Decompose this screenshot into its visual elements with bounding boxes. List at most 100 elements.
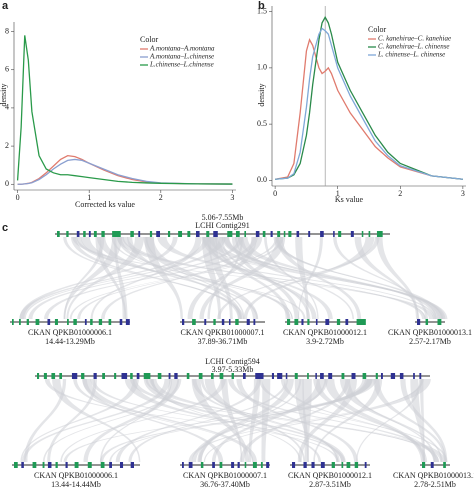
synteny-link [157, 237, 436, 319]
gene [237, 462, 240, 468]
gene [149, 231, 153, 237]
gene [51, 373, 56, 379]
gene [219, 373, 224, 379]
synteny-link [231, 237, 300, 319]
gene [182, 462, 184, 468]
gene [361, 231, 364, 237]
synteny-link [221, 379, 243, 462]
y-tick-label: 4 [5, 103, 9, 112]
synteny-link [302, 379, 312, 462]
gene [87, 462, 92, 468]
gene [437, 319, 442, 325]
gene [73, 319, 77, 325]
synteny-link [280, 379, 436, 462]
synteny-link [202, 237, 222, 319]
gene [71, 373, 78, 379]
gene [19, 319, 21, 325]
gene [67, 319, 69, 325]
synteny-links [20, 379, 448, 462]
gene [235, 231, 240, 237]
gene [90, 319, 93, 325]
gene [227, 231, 233, 237]
gene [37, 373, 40, 379]
synteny-link [90, 237, 202, 319]
gene [380, 373, 383, 379]
target-range: 14.44-13.29Mb [45, 337, 95, 346]
query-name: LCHI Contig291 [195, 221, 249, 230]
synteny-links [19, 237, 448, 319]
synteny-link [96, 237, 259, 319]
gene [130, 231, 134, 237]
gene [136, 373, 140, 379]
gene [186, 373, 190, 379]
gene [12, 319, 14, 325]
y-tick-label: 1.5 [257, 6, 267, 15]
synteny-link [313, 379, 383, 462]
density-line [16, 35, 233, 185]
gene [307, 319, 310, 325]
synteny-link [207, 237, 243, 319]
gene [84, 319, 87, 325]
gene [21, 462, 24, 468]
gene [35, 319, 40, 325]
gene [270, 231, 273, 237]
panel-label: b [258, 0, 265, 12]
synteny-link [99, 379, 373, 462]
gene [168, 373, 171, 379]
synteny-link [347, 379, 437, 462]
gene [43, 373, 47, 379]
gene [14, 462, 18, 468]
density-line [17, 154, 233, 185]
gene [283, 231, 286, 237]
synteny-link [143, 379, 346, 462]
gene [32, 462, 37, 468]
gene [315, 373, 317, 379]
gene [178, 231, 183, 237]
gene [252, 462, 257, 468]
synteny-link [70, 237, 242, 319]
gene [55, 462, 58, 468]
synteny-link [298, 237, 323, 319]
gene [303, 462, 307, 468]
gene [156, 231, 161, 237]
gene [328, 373, 333, 379]
gene [157, 373, 162, 379]
synteny-link [234, 237, 355, 319]
density-line [275, 38, 463, 180]
y-tick-label: 8 [5, 26, 9, 35]
synteny-link [63, 237, 244, 319]
gene [198, 373, 203, 379]
gene [271, 373, 274, 379]
x-axis-label: Ks value [335, 195, 364, 204]
legend-label: A.montana–A.montana [149, 45, 215, 53]
synteny-link [28, 237, 243, 319]
gene [93, 231, 97, 237]
gene [285, 373, 288, 379]
gene [288, 231, 292, 237]
gene [119, 319, 123, 325]
gene [57, 231, 60, 237]
target-range: 3.9-2.72Mb [306, 337, 344, 346]
synteny-link [410, 379, 426, 462]
synteny-link [199, 237, 286, 319]
synteny-link [117, 237, 291, 319]
synteny-link [333, 237, 428, 319]
synteny-link [64, 237, 105, 319]
gene [143, 373, 151, 379]
gene [430, 462, 434, 468]
synteny-link [373, 379, 447, 462]
gene [417, 319, 421, 325]
legend-title: Color [140, 35, 159, 44]
synteny-link [223, 237, 446, 319]
gene [336, 319, 341, 325]
target-range: 2.87-3.51Mb [309, 480, 351, 487]
synteny-link [354, 237, 420, 319]
y-tick-label: 6 [5, 65, 9, 74]
gene [346, 462, 351, 468]
synteny-link [313, 379, 428, 462]
gene [292, 462, 296, 468]
synteny-link [99, 379, 173, 462]
gene [65, 462, 68, 468]
x-tick-label: 1 [336, 189, 340, 198]
synteny-link [356, 379, 422, 462]
